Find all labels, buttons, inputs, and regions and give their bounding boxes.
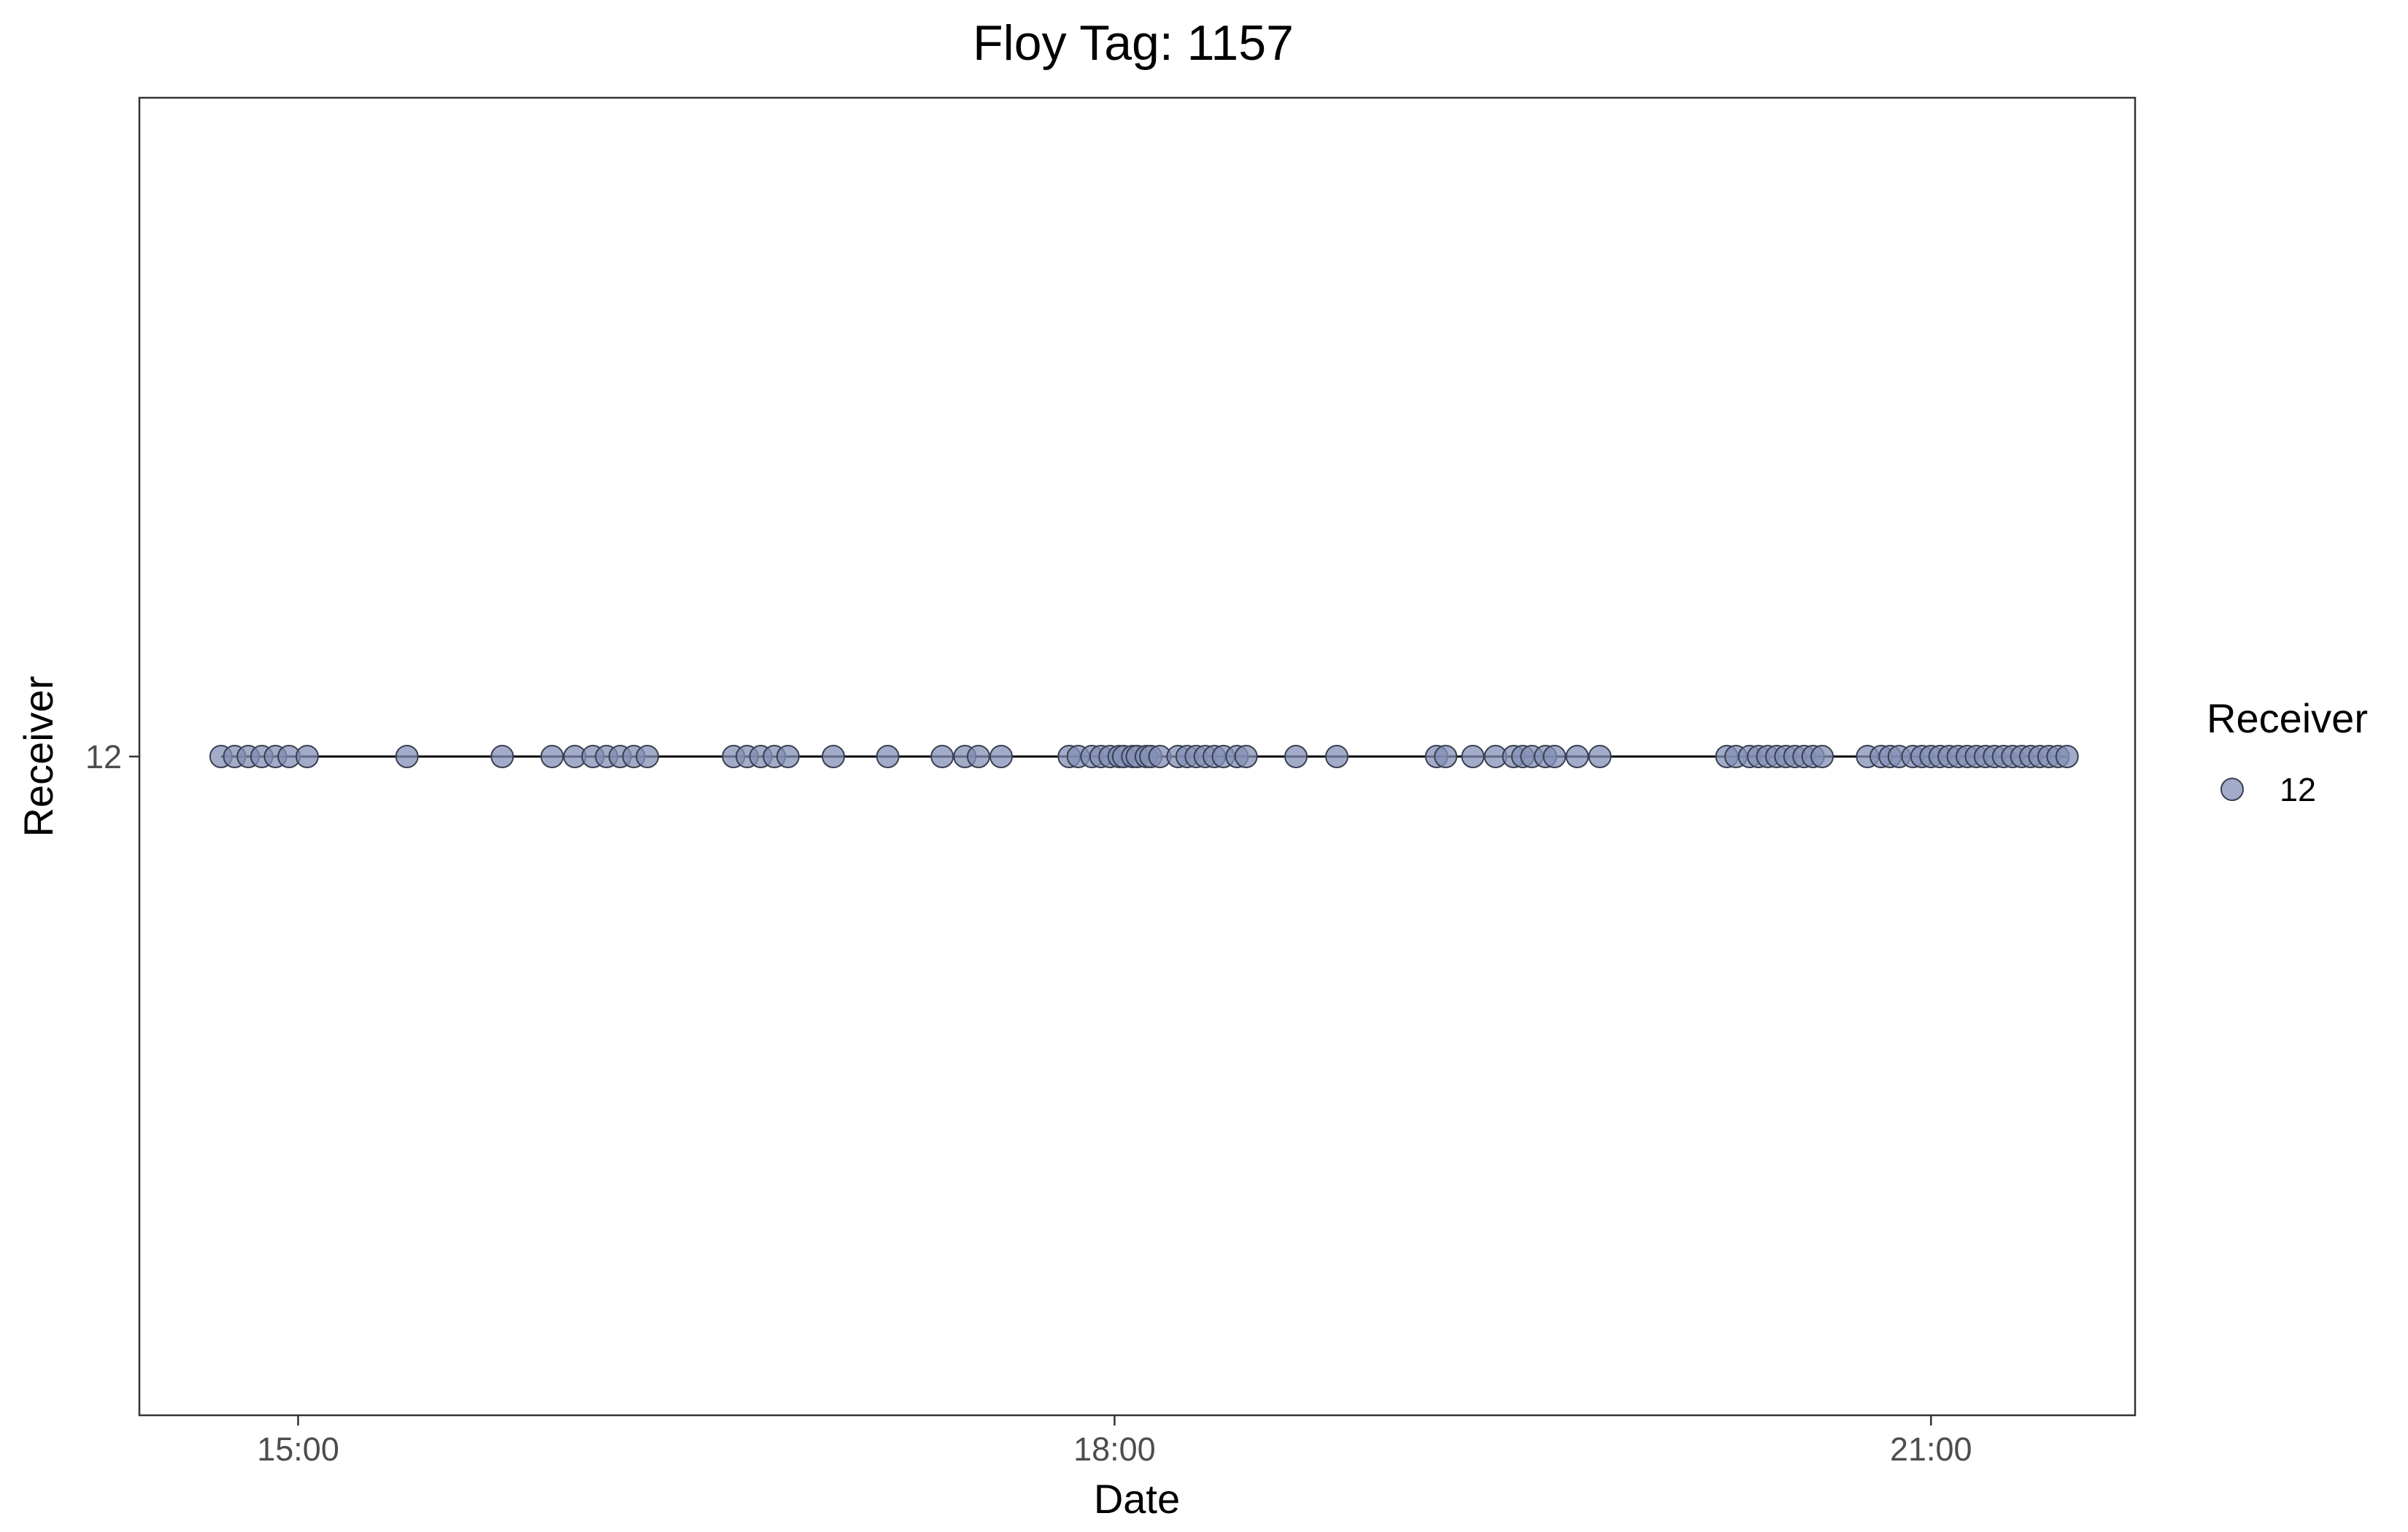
- legend: Receiver 12: [2207, 695, 2368, 808]
- data-point: [636, 745, 660, 768]
- data-point: [540, 745, 564, 768]
- data-point: [1565, 745, 1589, 768]
- data-point: [295, 745, 319, 768]
- y-tick-label: 12: [85, 738, 122, 775]
- data-point: [876, 745, 900, 768]
- data-point: [1434, 745, 1458, 768]
- data-point: [1284, 745, 1308, 768]
- data-point: [1325, 745, 1348, 768]
- x-tick-label: 18:00: [1073, 1431, 1156, 1468]
- data-point: [930, 745, 954, 768]
- data-layer: [209, 745, 2079, 768]
- data-point: [989, 745, 1014, 768]
- data-point: [776, 745, 800, 768]
- legend-title: Receiver: [2207, 695, 2368, 741]
- legend-label-12: 12: [2280, 771, 2316, 808]
- data-point: [966, 745, 990, 768]
- data-point: [1543, 745, 1567, 768]
- x-axis-title: Date: [1094, 1476, 1180, 1522]
- data-point: [395, 745, 419, 768]
- x-tick-label: 21:00: [1890, 1431, 1972, 1468]
- data-point: [822, 745, 846, 768]
- axis-layer: 15:00 18:00 21:00 12: [85, 738, 1972, 1468]
- y-axis-title: Receiver: [15, 676, 61, 837]
- data-point: [2055, 745, 2079, 768]
- data-point: [1234, 745, 1258, 768]
- data-point: [1810, 745, 1834, 768]
- data-point: [490, 745, 514, 768]
- chart-title: Floy Tag: 1157: [973, 15, 1294, 71]
- legend-key-12: [2220, 778, 2244, 801]
- data-point: [1588, 745, 1612, 768]
- data-point: [1461, 745, 1485, 768]
- x-tick-label: 15:00: [257, 1431, 339, 1468]
